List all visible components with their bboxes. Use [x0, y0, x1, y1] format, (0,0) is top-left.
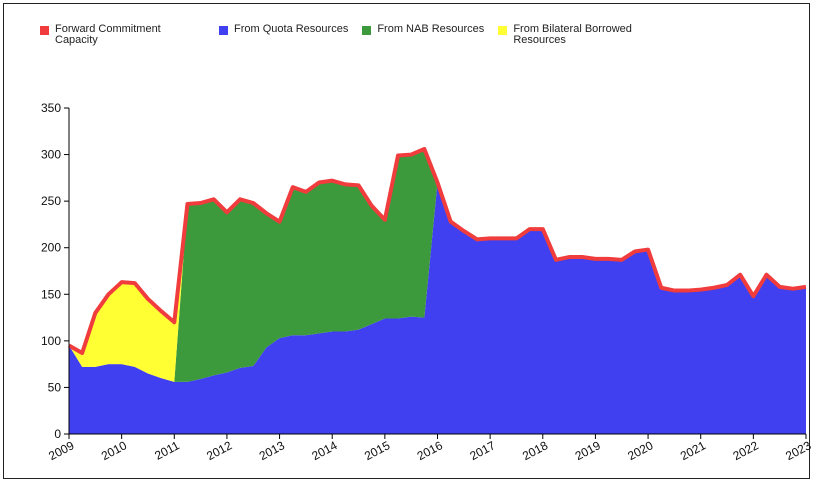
- x-tick-label: 2013: [257, 438, 287, 463]
- legend-item: From Bilateral Borrowed Resources: [498, 24, 663, 46]
- x-tick-label: 2022: [731, 438, 761, 463]
- x-tick-label: 2014: [309, 438, 339, 463]
- legend-label: From NAB Resources: [377, 23, 485, 35]
- chart-frame: [3, 3, 810, 479]
- legend-label: Forward Commitment Capacity: [55, 23, 161, 46]
- x-tick-label: 2009: [46, 438, 76, 463]
- legend-item: From Quota Resources: [219, 24, 348, 35]
- area: [69, 148, 806, 382]
- legend-swatch: [219, 26, 228, 35]
- x-tick-label: 2019: [573, 438, 603, 463]
- line: [68, 146, 807, 355]
- legend-label: From Bilateral Borrowed Resources: [513, 23, 632, 46]
- x-tick-label: 2020: [625, 438, 655, 463]
- y-tick-label: 350: [41, 101, 61, 115]
- x-tick-label: 2016: [415, 438, 445, 463]
- x-tick-label: 2023: [783, 438, 813, 463]
- legend-swatch: [362, 26, 372, 35]
- y-tick-label: 50: [48, 380, 62, 394]
- y-tick-label: 300: [41, 148, 61, 162]
- legend-swatch: [40, 26, 49, 35]
- y-tick-label: 200: [41, 241, 61, 255]
- legend-swatch: [498, 26, 508, 35]
- x-tick-label: 2017: [467, 438, 497, 463]
- area: [69, 182, 806, 434]
- x-tick-label: 2011: [152, 438, 182, 463]
- legend-label: From Quota Resources: [234, 23, 349, 35]
- x-tick-label: 2021: [678, 438, 708, 463]
- area: [69, 148, 806, 382]
- y-tick-label: 0: [54, 427, 61, 441]
- legend-item: From NAB Resources: [362, 24, 484, 35]
- x-tick-label: 2012: [204, 438, 234, 463]
- y-tick-label: 250: [41, 194, 61, 208]
- legend-item: Forward Commitment Capacity: [40, 24, 205, 46]
- x-tick-label: 2010: [99, 438, 129, 463]
- y-tick-label: 150: [41, 287, 61, 301]
- y-tick-label: 100: [41, 334, 61, 348]
- x-tick-label: 2015: [362, 438, 392, 463]
- x-tick-label: 2018: [520, 438, 550, 463]
- legend: Forward Commitment Capacity From Quota Re…: [40, 24, 663, 46]
